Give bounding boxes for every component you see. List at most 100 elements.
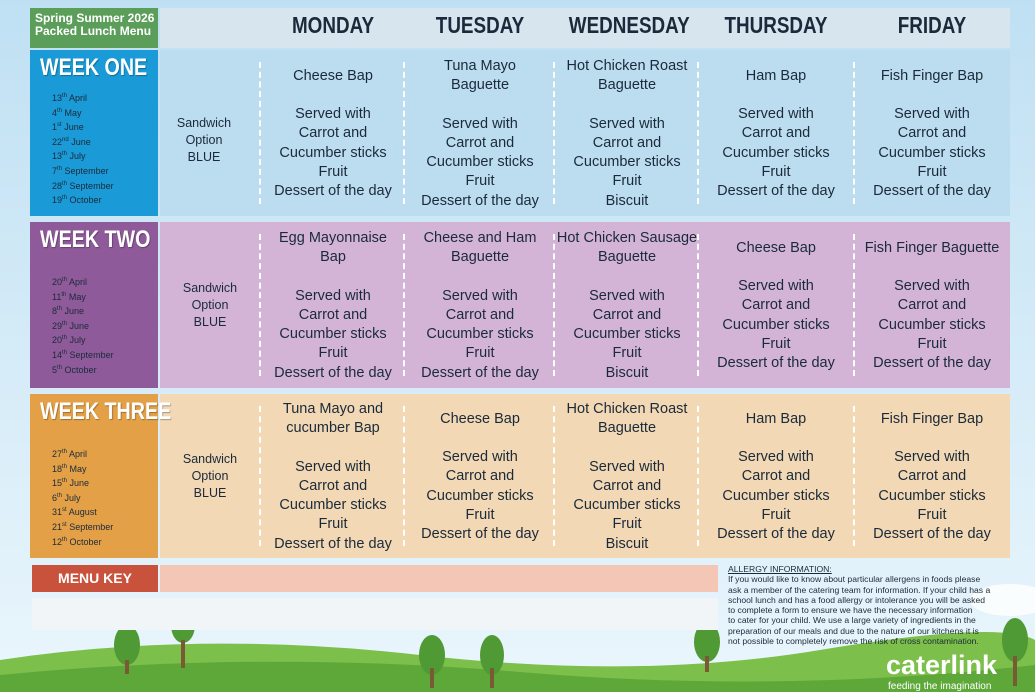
date-day: 29 — [52, 320, 63, 331]
meal-main: Cheese Bap — [293, 67, 373, 86]
week-row — [160, 222, 1010, 388]
date-day: 21 — [52, 521, 63, 532]
date-suffix: th — [62, 151, 68, 158]
meal-main-line: Cheese Bap — [440, 410, 520, 427]
meal-side-line: Biscuit — [605, 535, 649, 552]
logo-tagline: feeding the imagination — [888, 681, 992, 692]
meal-side-line: Dessert of the day — [274, 535, 392, 552]
meal-side-line: Fruit — [465, 173, 495, 190]
date-day: 20 — [52, 335, 63, 346]
date: 15th June — [52, 475, 113, 490]
meal-side-line: Served with — [589, 115, 665, 132]
date-day: 14 — [52, 349, 63, 360]
meal-side-line: Cucumber sticks — [279, 497, 387, 514]
date-day: 15 — [52, 478, 63, 489]
date-suffix: th — [62, 93, 68, 99]
meal-cell: Fish Finger Bap Served with Carrot and Cucu… — [856, 400, 1008, 554]
date-day: 13 — [52, 151, 63, 162]
date-month: June — [64, 306, 85, 317]
date-month: June — [69, 320, 90, 331]
meal-main-line: Fish Finger Baguette — [864, 239, 1000, 256]
meal-side-line: Carrot and — [298, 125, 368, 142]
title-line: Packed Lunch Menu — [35, 24, 152, 38]
date-suffix: th — [62, 335, 68, 342]
meal-side-line: Carrot and — [592, 477, 662, 494]
meal-side-line: Fruit — [612, 173, 642, 190]
meal-main-line: Baguette — [597, 420, 657, 437]
meal-side-line: Served with — [738, 278, 814, 295]
meal-main: Cheese Bap — [736, 239, 816, 258]
meal-side-line: Fruit — [761, 506, 791, 523]
date: 13th July — [52, 148, 114, 163]
date-suffix: th — [62, 195, 68, 202]
week-row — [160, 50, 1010, 216]
column-separator — [259, 62, 261, 204]
meal-main: Hot Chicken Roast Baguette — [567, 400, 688, 438]
date-month: September — [69, 180, 114, 191]
date-month: May — [64, 107, 82, 118]
meal-side-line: Dessert of the day — [421, 192, 539, 209]
meal-cell: Egg Mayonnaise Bap Served with Carrot and Cu… — [262, 228, 404, 384]
week-name: WEEK ONE — [40, 54, 148, 81]
day-name: TUESDAY — [435, 12, 525, 38]
meal-side-line: Fruit — [917, 335, 947, 352]
meal-side-line: Fruit — [318, 516, 348, 533]
week-cell: WEEK THREE 27th April 18th May 15th June 6th… — [30, 394, 171, 558]
date: 12th October — [52, 534, 113, 549]
date: 5th October — [52, 362, 114, 377]
date: 27th April — [52, 446, 113, 461]
date: 31st August — [52, 504, 113, 519]
date-day: 8 — [52, 306, 58, 317]
meal-sides: Served with Carrot and Cucumber sticks Frui… — [717, 105, 835, 201]
meal-main-line: Hot Chicken Roast — [566, 58, 688, 75]
option-line: Option — [191, 468, 229, 483]
meal-side-line: Cucumber sticks — [722, 144, 830, 161]
meal-sides: Served with Carrot and Cucumber sticks Frui… — [274, 458, 392, 554]
meal-main: Hot Chicken Sausage Baguette — [557, 229, 697, 267]
option-line: Sandwich — [182, 280, 238, 295]
column-separator — [553, 406, 555, 546]
meal-main-line: Fish Finger Bap — [880, 67, 984, 84]
date-month: July — [69, 151, 86, 162]
date-day: 5 — [52, 364, 58, 375]
meal-side-line: Carrot and — [592, 306, 662, 323]
date-suffix: th — [62, 478, 68, 485]
meal-side-line: Cucumber sticks — [722, 487, 830, 504]
day-name: FRIDAY — [897, 12, 967, 38]
date-day: 7 — [52, 165, 58, 176]
meal-side-line: Fruit — [612, 345, 642, 362]
meal-sides: Served with Carrot and Cucumber sticks Frui… — [421, 448, 539, 544]
date-day: 18 — [52, 463, 63, 474]
date-suffix: th — [57, 492, 63, 499]
meal-side-line: Carrot and — [741, 125, 811, 142]
allergy-line: If you would like to know about particul… — [728, 574, 981, 585]
meal-side-line: Cucumber sticks — [878, 144, 986, 161]
meal-main-line: cucumber Bap — [286, 420, 380, 437]
column-separator — [403, 234, 405, 376]
date-suffix: st — [62, 521, 67, 528]
meal-sides: Served with Carrot and Cucumber sticks Frui… — [573, 458, 680, 554]
date-day: 4 — [52, 107, 58, 118]
allergy-info: ALLERGY INFORMATION: If you would like to… — [728, 564, 1028, 646]
date-month: May — [69, 463, 87, 474]
date-month: October — [64, 364, 97, 375]
meal-cell: Hot Chicken Roast Baguette Served with Carr… — [556, 56, 698, 212]
menu-key-blank — [32, 598, 718, 630]
option-line: Sandwich — [176, 115, 232, 130]
date-day: 13 — [52, 93, 63, 103]
logo: caterlink — [886, 650, 998, 680]
date: 28th September — [52, 178, 114, 193]
column-separator — [403, 62, 405, 204]
meal-main-line: Cheese Bap — [293, 67, 373, 84]
meal-sides: Served with Carrot and Cucumber sticks Frui… — [421, 287, 539, 383]
meal-cell: Fish Finger Baguette Served with Carrot an… — [856, 228, 1008, 384]
meal-main: Cheese and Ham Baguette — [424, 229, 537, 267]
date: 11th May — [52, 289, 114, 304]
meal-main: Egg Mayonnaise Bap — [279, 229, 387, 267]
date-suffix: th — [62, 320, 68, 327]
column-separator — [259, 234, 261, 376]
option-line: BLUE — [193, 314, 227, 329]
meal-side-line: Served with — [738, 106, 814, 123]
meal-side-line: Carrot and — [592, 134, 662, 151]
date-day: 19 — [52, 195, 63, 206]
